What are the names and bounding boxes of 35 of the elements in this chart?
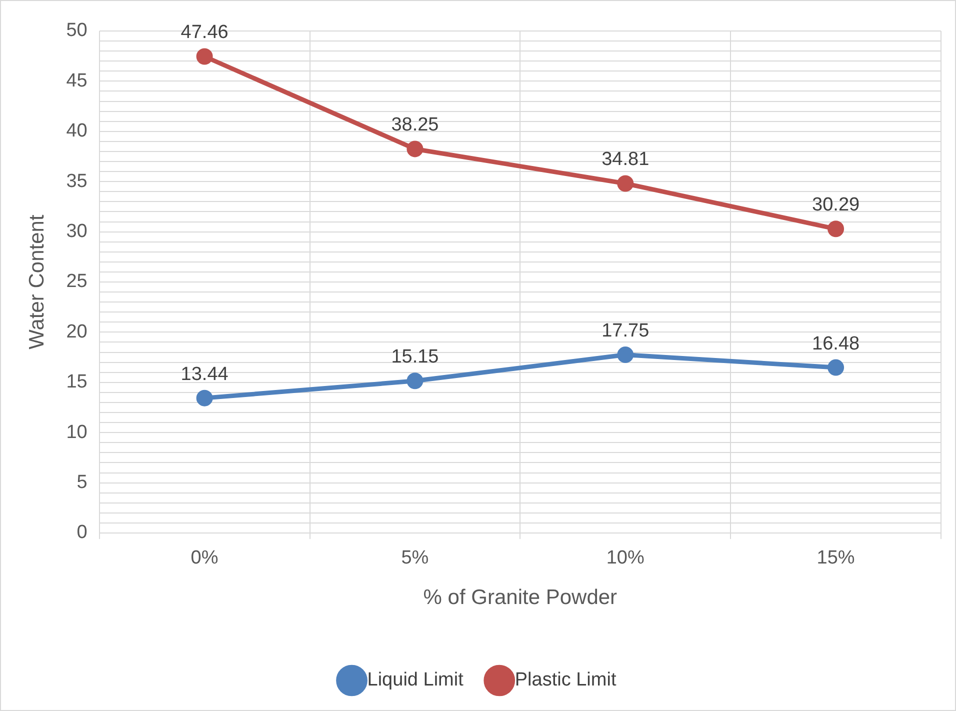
point [196,390,213,406]
x-tick-label: 0% [190,548,218,569]
data-label: 47.46 [180,22,228,44]
data-label: 17.75 [602,320,650,342]
data-label: 38.25 [391,114,439,136]
y-tick-label: 25 [66,271,88,292]
point [196,48,213,65]
y-tick-label: 30 [66,221,88,242]
y-tick-label: 45 [66,70,88,92]
y-tick-label: 10 [66,422,88,443]
y-tick-label: 40 [66,120,88,142]
data-label: 15.15 [391,346,439,368]
y-tick-label: 15 [66,372,88,393]
y-tick-label: 0 [76,522,88,544]
legend-label: Plastic Limit [514,670,617,691]
legend-label: Liquid Limit [367,670,464,691]
x-tick-label: 15% [816,548,855,569]
y-tick-label: 35 [66,170,88,192]
point [617,346,634,364]
point [617,175,634,192]
x-axis-title: % of Granite Powder [423,586,618,610]
x-tick-label: 10% [606,548,644,569]
y-axis-title: Water Content [25,214,48,350]
point [406,140,424,158]
data-label: 16.48 [812,333,860,354]
point [828,220,844,238]
y-tick-label: 50 [66,20,88,42]
data-label: 30.29 [812,194,860,216]
y-tick-label: 20 [66,321,88,342]
data-label: 34.81 [602,149,650,170]
x-tick-label: 5% [401,548,429,569]
point [406,372,424,390]
data-label: 13.44 [180,364,229,385]
point [828,359,844,376]
y-tick-label: 5 [76,472,88,494]
